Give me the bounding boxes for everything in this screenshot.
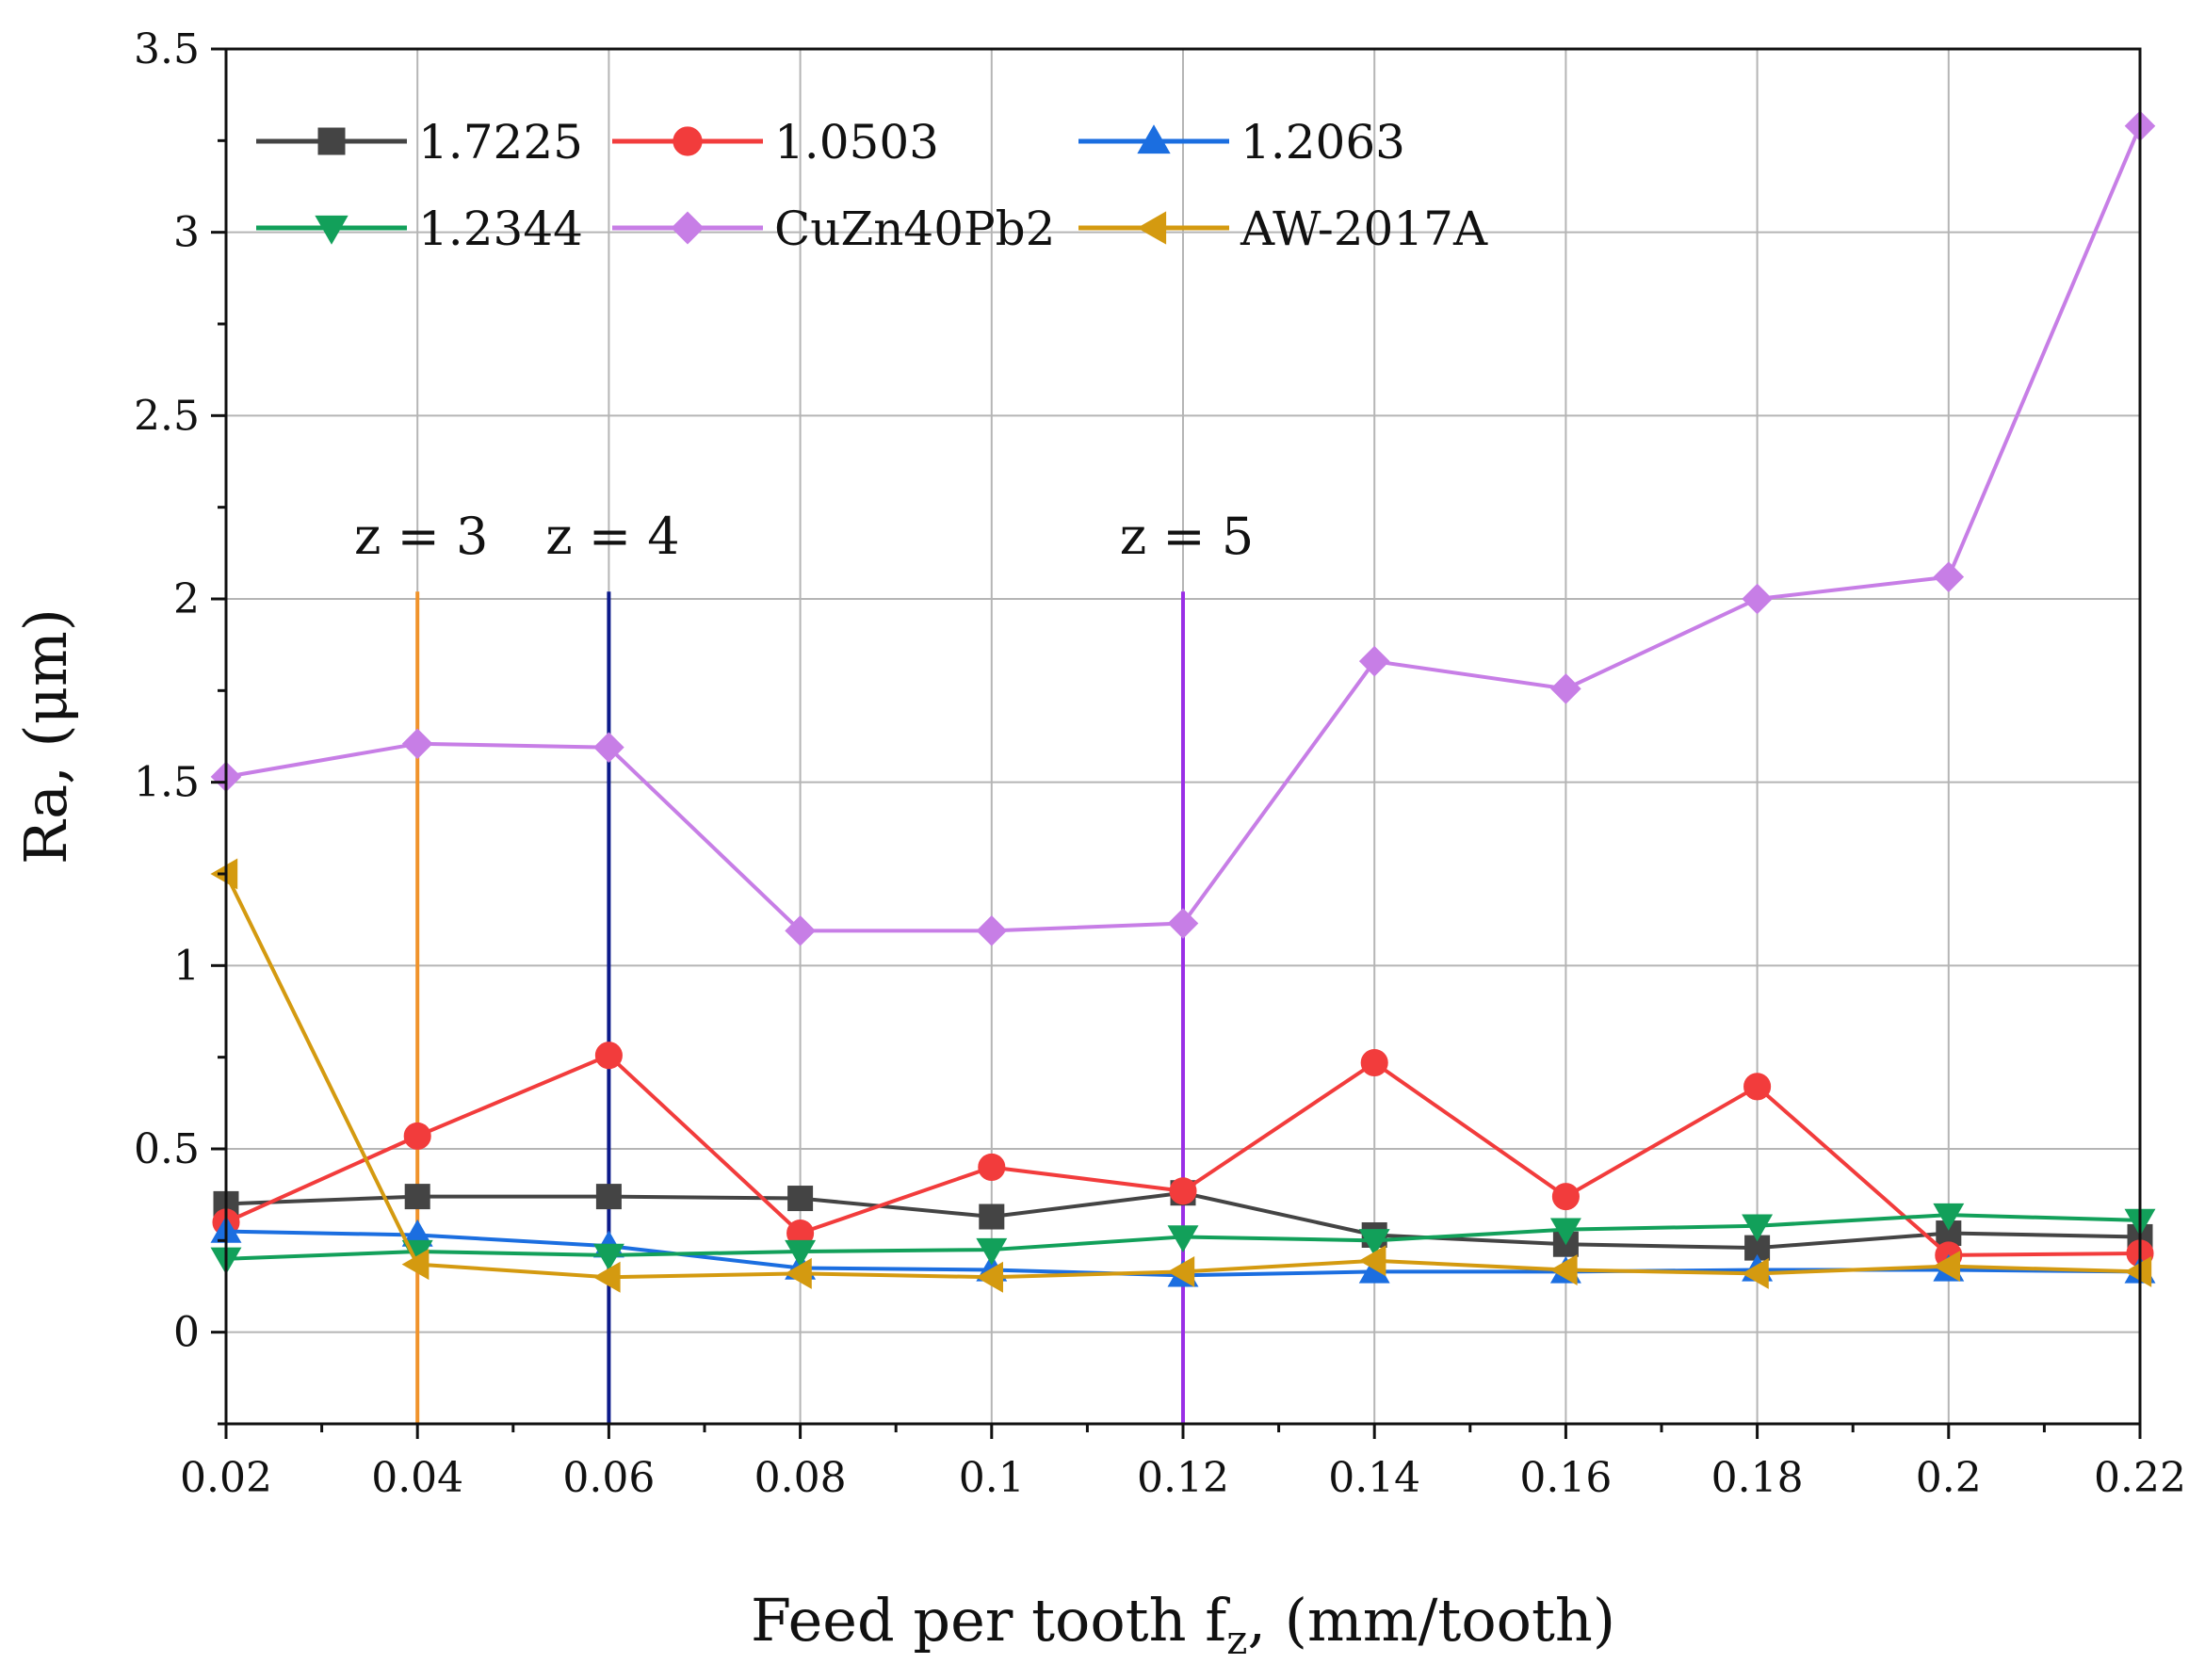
x-axis-title-suffix: , (mm/tooth) (1247, 1586, 1615, 1655)
annotation-labels: z = 3 z = 4 z = 5 (354, 507, 1254, 566)
data-point-0-4 (979, 1203, 1005, 1230)
y-tick-label-3: 1.5 (134, 759, 200, 807)
data-point-0-2 (595, 1184, 622, 1210)
series-3 (210, 1203, 2156, 1275)
series-5 (210, 858, 2152, 1293)
annotation-label-1: z = 4 (545, 507, 679, 566)
data-point-1-6 (1360, 1048, 1388, 1077)
y-tick-label-2: 1 (173, 942, 200, 990)
data-point-5-8 (1741, 1257, 1769, 1289)
data-point-3-5 (1167, 1225, 1199, 1253)
data-point-5-9 (1933, 1251, 1960, 1283)
data-point-5-3 (784, 1257, 812, 1289)
data-point-4-9 (1933, 561, 1965, 592)
x-tick-label-10: 0.22 (2094, 1454, 2186, 1502)
data-point-5-6 (1358, 1245, 1386, 1277)
annotation-label-0: z = 3 (354, 507, 488, 566)
legend: 1.7225 1.0503 1.2063 1.2344 CuZn40Pb2 AW-2017… (256, 115, 1488, 256)
data-point-4-1 (401, 728, 433, 760)
series-4 (210, 110, 2156, 946)
y-tick-label-0: 0 (173, 1309, 200, 1357)
data-point-3-2 (592, 1243, 624, 1271)
axis-ticks: 0.02 0.04 0.06 0.08 0.1 0.12 0.14 0.16 0.18 0.2 0.… (134, 25, 2186, 1502)
legend-label-4: CuZn40Pb2 (774, 202, 1056, 256)
data-point-3-7 (1549, 1218, 1581, 1246)
y-tick-label-5: 2.5 (134, 392, 200, 440)
x-tick-label-2: 0.06 (562, 1454, 655, 1502)
annotation-label-2: z = 5 (1120, 507, 1254, 566)
legend-marker-1 (673, 126, 703, 156)
data-point-5-7 (1549, 1254, 1578, 1285)
x-tick-label-0: 0.02 (180, 1454, 272, 1502)
series-lines (210, 110, 2156, 1293)
data-point-1-1 (403, 1122, 431, 1150)
legend-label-2: 1.2063 (1240, 115, 1405, 170)
x-axis-title: Feed per tooth fz, (mm/tooth) (751, 1586, 1615, 1663)
legend-label-3: 1.2344 (418, 202, 583, 256)
y-tick-label-6: 3 (173, 209, 200, 257)
data-point-3-6 (1358, 1229, 1390, 1256)
x-tick-label-3: 0.08 (754, 1454, 847, 1502)
y-tick-label-7: 3.5 (134, 25, 200, 73)
x-tick-label-7: 0.16 (1519, 1454, 1612, 1502)
data-point-5-5 (1167, 1255, 1195, 1287)
data-point-3-9 (1933, 1203, 1965, 1231)
legend-label-1: 1.0503 (774, 115, 939, 170)
x-axis-title-sub: z (1226, 1617, 1247, 1663)
x-tick-label-5: 0.12 (1137, 1454, 1229, 1502)
y-axis-title: Ra, (μm) (11, 608, 80, 864)
x-tick-label-1: 0.04 (371, 1454, 463, 1502)
data-point-5-10 (2124, 1255, 2152, 1287)
data-point-4-8 (1742, 583, 1773, 615)
x-tick-label-4: 0.1 (959, 1454, 1025, 1502)
data-point-1-8 (1743, 1073, 1772, 1101)
data-point-4-4 (976, 915, 1008, 946)
data-point-4-3 (785, 915, 816, 946)
x-tick-label-9: 0.2 (1916, 1454, 1982, 1502)
data-point-1-4 (978, 1153, 1006, 1182)
data-point-4-7 (1550, 673, 1581, 704)
data-point-1-5 (1169, 1177, 1197, 1205)
x-tick-label-6: 0.14 (1328, 1454, 1420, 1502)
data-point-3-4 (976, 1237, 1008, 1266)
legend-marker-3 (315, 215, 349, 245)
data-point-5-4 (976, 1261, 1003, 1293)
legend-label-5: AW-2017A (1240, 202, 1488, 256)
data-point-5-2 (592, 1261, 621, 1293)
data-point-0-1 (404, 1184, 430, 1210)
legend-label-0: 1.7225 (418, 115, 583, 170)
legend-marker-4 (671, 211, 705, 245)
data-point-4-5 (1167, 908, 1199, 939)
data-point-1-2 (594, 1042, 623, 1070)
data-point-0-3 (787, 1186, 814, 1212)
data-point-5-1 (401, 1249, 430, 1281)
data-point-4-2 (593, 732, 624, 763)
legend-marker-0 (317, 127, 346, 155)
legend-marker-5 (1137, 211, 1167, 245)
x-tick-label-8: 0.18 (1711, 1454, 1804, 1502)
data-point-1-7 (1551, 1183, 1580, 1211)
y-tick-label-4: 2 (173, 575, 200, 623)
data-point-3-3 (785, 1239, 817, 1268)
x-axis-title-main: Feed per tooth f (751, 1586, 1230, 1655)
data-point-3-8 (1742, 1214, 1774, 1242)
y-tick-label-1: 0.5 (134, 1125, 200, 1173)
legend-marker-2 (1137, 124, 1171, 154)
data-point-4-6 (1358, 645, 1390, 677)
